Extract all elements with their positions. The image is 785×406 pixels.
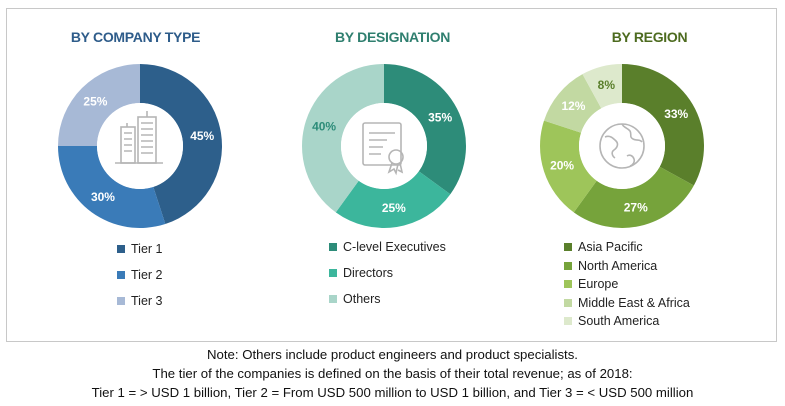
building-icon [115,111,163,164]
globe-icon [599,123,645,169]
legend-swatch [564,280,572,288]
designation-title: BY DESIGNATION [334,29,451,45]
legend-label: South America [578,314,660,328]
legend-item-asia-pacific: Asia Pacific [564,238,690,256]
chart-frame: BY COMPANY TYPE 45% 30% 25% Tier 1 Tier 2 Ti… [6,8,777,342]
legend-swatch [117,271,125,279]
legend-swatch [117,297,125,305]
legend-swatch [564,298,572,307]
data-label-tier-2: 30% [91,190,115,204]
data-label-north-america: 27% [624,200,648,214]
company-type-panel: BY COMPANY TYPE 45% 30% 25% Tier 1 Tier 2 Ti… [7,9,264,343]
donut-hole [579,103,665,189]
slice-north-america [573,166,694,228]
legend-swatch [564,243,572,251]
certificate-icon [362,122,404,176]
donut-hole [341,103,427,189]
region-panel: BY REGION 33% 27% 20% 12% 8% Asia Pacific Nor… [521,9,778,343]
legend-item-tier-1: Tier 1 [117,240,163,258]
data-label-south-america: 8% [598,78,616,92]
designation-panel: BY DESIGNATION 35% 25% 40% C-level Executi… [264,9,521,343]
legend-label: Asia Pacific [578,240,643,254]
legend-label: Middle East & Africa [578,295,690,310]
data-label-c-level-executives: 35% [428,110,452,124]
legend-swatch [117,245,125,253]
legend-swatch [329,269,337,277]
data-label-tier-1: 45% [190,129,214,143]
slice-asia-pacific [622,64,704,186]
legend-label: Others [343,292,381,306]
region-legend: Asia Pacific North America Europe Middle Ea… [564,238,690,331]
legend-item-c-level-executives: C-level Executives [329,238,446,256]
legend-label: Tier 1 [131,242,163,256]
region-title: BY REGION [611,29,688,45]
legend-item-others: Others [329,290,446,308]
legend-item-north-america: North America [564,257,690,275]
data-label-tier-3: 25% [83,94,107,108]
legend-item-europe: Europe [564,275,690,293]
company-type-legend: Tier 1 Tier 2 Tier 3 [117,240,163,318]
region-donut: 33% 27% 20% 12% 8% [540,64,704,228]
slice-middle-east-africa [544,74,602,133]
legend-label: C-level Executives [343,240,446,254]
legend-swatch [564,261,572,270]
company-type-donut: 45% 30% 25% [58,64,222,228]
note-line-2: The tier of the companies is defined on … [152,366,633,381]
slice-directors [335,171,451,228]
legend-swatch [329,243,337,251]
note-line-3: Tier 1 = > USD 1 billion, Tier 2 = From … [91,385,694,400]
legend-label: Directors [343,266,394,280]
slice-c-level-executives [384,64,466,195]
data-label-directors: 25% [382,201,406,215]
legend-item-south-america: South America [564,312,690,330]
legend-item-tier-3: Tier 3 [117,292,163,310]
slice-south-america [582,64,622,109]
donut-hole [97,103,183,189]
data-label-others: 40% [312,120,336,134]
legend-item-middle-east-africa: Middle East & Africa [564,294,690,312]
legend-swatch [564,317,572,325]
legend-item-tier-2: Tier 2 [117,266,163,284]
designation-legend: C-level Executives Directors Others [329,238,446,316]
data-label-asia-pacific: 33% [664,107,688,121]
legend-swatch [329,295,337,303]
slice-tier-1 [140,64,222,224]
slice-tier-3 [58,64,140,146]
slice-others [302,63,384,213]
data-label-middle-east-africa: 12% [561,99,585,113]
legend-label: Europe [578,277,619,291]
designation-donut: 35% 25% 40% [302,63,466,228]
data-label-europe: 20% [550,158,574,172]
slice-europe [540,120,597,213]
company-type-title: BY COMPANY TYPE [70,29,201,45]
legend-label: Tier 3 [131,294,163,308]
legend-label: North America [578,258,658,273]
legend-item-directors: Directors [329,264,446,282]
legend-label: Tier 2 [131,268,163,282]
note-line-1: Note: Others include product engineers a… [207,347,578,362]
slice-tier-2 [58,146,166,228]
